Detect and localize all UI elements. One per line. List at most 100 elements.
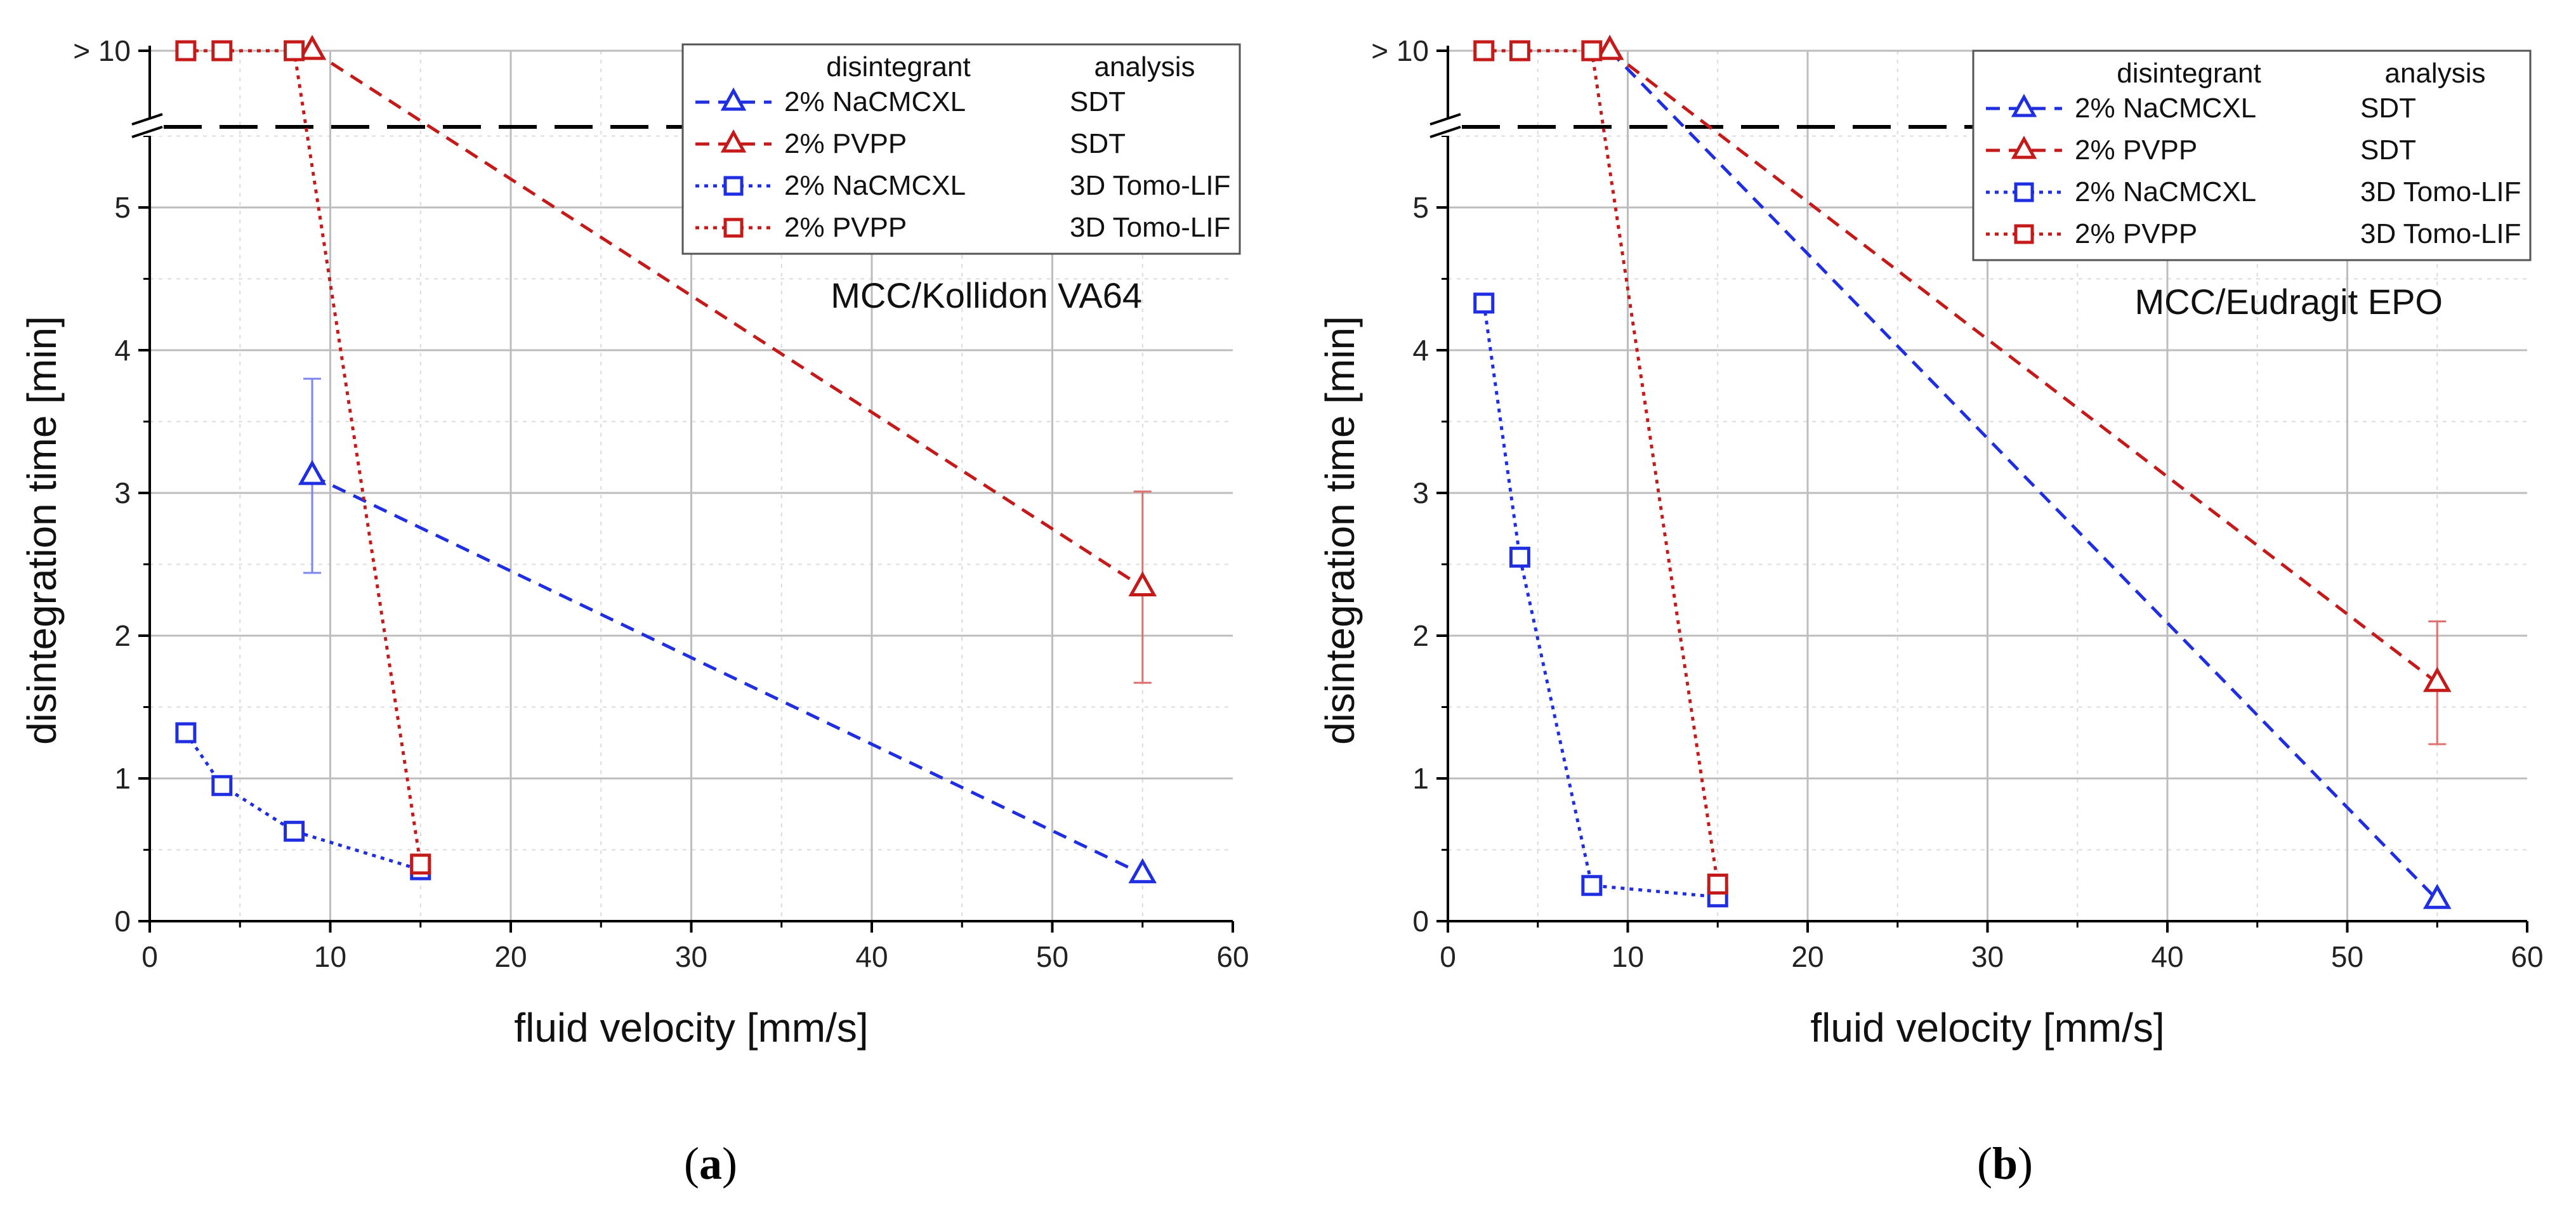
y-tick-label: 4	[1412, 334, 1429, 367]
data-point-square	[284, 40, 305, 62]
x-axis-label: fluid velocity [mm/s]	[514, 1005, 868, 1051]
axis-break-mark	[1429, 126, 1461, 138]
y-tick-label: 3	[1412, 476, 1429, 509]
legend-series-analysis: SDT	[2360, 134, 2416, 166]
y-tick-label: 0	[1412, 905, 1429, 938]
legend-series-name: 2% PVPP	[2075, 218, 2197, 249]
series-line	[1483, 49, 1719, 884]
x-tick-label: 50	[2331, 940, 2363, 973]
legend-marker-square	[2014, 224, 2034, 244]
y-axis-label: disintegration time [min]	[19, 316, 65, 745]
data-point-triangle	[2422, 884, 2452, 909]
data-point-square	[1509, 40, 1530, 62]
x-tick-label: 0	[141, 940, 158, 973]
data-point-triangle	[1595, 34, 1624, 60]
data-point-square	[175, 40, 197, 62]
y-tick-label-break: > 10	[1371, 34, 1429, 67]
data-point-square	[211, 40, 233, 62]
series-line	[1608, 49, 2439, 901]
legend-series-name: 2% NaCMCXL	[784, 86, 966, 117]
legend-header-disintegrant: disintegrant	[826, 51, 970, 82]
x-tick-label: 20	[1791, 940, 1824, 973]
legend-series-name: 2% PVPP	[784, 212, 907, 243]
x-tick-label: 40	[855, 940, 888, 973]
data-point-square	[1509, 546, 1530, 568]
x-tick-label: 20	[494, 940, 527, 973]
data-point-triangle	[1128, 571, 1157, 596]
y-tick-label: 2	[1412, 619, 1429, 652]
legend-series-analysis: 3D Tomo-LIF	[2360, 218, 2521, 249]
legend-series-name: 2% NaCMCXL	[2075, 176, 2256, 207]
legend-marker-triangle	[2011, 93, 2037, 117]
figure-captions: (a) (b)	[684, 1138, 2033, 1189]
y-tick-label-break: > 10	[73, 34, 131, 67]
y-tick-label: 1	[114, 762, 131, 795]
y-tick-label: 3	[114, 476, 131, 509]
data-point-triangle	[2422, 667, 2452, 692]
legend: disintegrant analysis 2% NaCMCXL SDT 2% PVPP…	[1972, 49, 2532, 261]
legend-header-analysis: analysis	[2385, 58, 2486, 89]
x-tick-label: 0	[1440, 940, 1456, 973]
y-axis-label: disintegration time [min]	[1317, 316, 1363, 745]
axis-break-gap	[131, 118, 169, 136]
data-point-triangle	[298, 34, 327, 60]
data-point-triangle	[298, 459, 327, 485]
legend-marker-square	[2014, 182, 2034, 202]
series-line	[311, 474, 1143, 876]
y-tick-label: 2	[114, 619, 131, 652]
series-line	[184, 731, 421, 872]
chart-panel-b: 0 10 20 30 40 50 60 0 1 2 3 4 5 > 10 fluid velocity [m…	[1317, 34, 2544, 1051]
x-tick-label: 30	[1971, 940, 2004, 973]
series-line	[185, 49, 423, 865]
x-tick-label: 30	[675, 940, 707, 973]
data-point-square	[284, 820, 305, 842]
legend-series-name: 2% PVPP	[2075, 134, 2197, 166]
data-point-square	[1581, 875, 1603, 896]
x-tick-label: 10	[314, 940, 346, 973]
legend-marker-square	[723, 176, 744, 196]
legend-series-analysis: 3D Tomo-LIF	[1070, 212, 1231, 243]
chart-annotation: MCC/Kollidon VA64	[831, 275, 1142, 315]
axis-break-mark	[131, 113, 163, 126]
data-point-square	[175, 722, 197, 744]
data-point-square	[1473, 40, 1495, 62]
legend-marker-triangle	[720, 87, 747, 111]
y-tick-label: 4	[114, 334, 131, 367]
series-line	[311, 49, 1144, 589]
legend-marker-triangle	[2011, 135, 2037, 159]
legend-series-name: 2% PVPP	[784, 128, 907, 159]
legend-header-disintegrant: disintegrant	[2117, 58, 2261, 89]
y-tick-label: 5	[114, 191, 131, 224]
data-point-square	[410, 853, 431, 875]
axis-break-mark	[131, 126, 163, 138]
axis-break-mark	[1429, 113, 1461, 126]
data-point-square	[211, 775, 233, 796]
legend-series-analysis: 3D Tomo-LIF	[1070, 170, 1231, 201]
x-tick-label: 40	[2151, 940, 2183, 973]
legend-header-analysis: analysis	[1094, 51, 1195, 82]
x-tick-label: 10	[1612, 940, 1644, 973]
legend-series-name: 2% NaCMCXL	[784, 170, 966, 201]
caption-b: (b)	[1977, 1138, 2033, 1189]
x-tick-label: 60	[2511, 940, 2543, 973]
legend-series-analysis: SDT	[2360, 93, 2416, 124]
caption-a: (a)	[684, 1138, 737, 1189]
x-tick-label: 50	[1036, 940, 1068, 973]
axis-break-gap	[1429, 118, 1467, 136]
series-line	[1608, 49, 2438, 685]
data-point-square	[1707, 874, 1728, 895]
legend-series-analysis: 3D Tomo-LIF	[2360, 176, 2521, 207]
chart-annotation: MCC/Eudragit EPO	[2135, 282, 2443, 322]
legend-series-analysis: SDT	[1070, 86, 1126, 117]
legend-box	[1972, 49, 2532, 261]
legend-marker-triangle	[720, 129, 747, 153]
chart-panel-a: 0 10 20 30 40 50 60 0 1 2 3 4 5 > 10 fluid velocity [m…	[19, 34, 1249, 1051]
y-tick-label: 5	[1412, 191, 1429, 224]
x-axis-label: fluid velocity [mm/s]	[1810, 1005, 2164, 1051]
legend: disintegrant analysis 2% NaCMCXL SDT 2% PVPP…	[681, 43, 1241, 255]
y-tick-label: 0	[114, 905, 131, 938]
legend-series-name: 2% NaCMCXL	[2075, 93, 2256, 124]
y-tick-label: 1	[1412, 762, 1429, 795]
legend-box	[681, 43, 1241, 255]
series-line	[1482, 303, 1718, 899]
